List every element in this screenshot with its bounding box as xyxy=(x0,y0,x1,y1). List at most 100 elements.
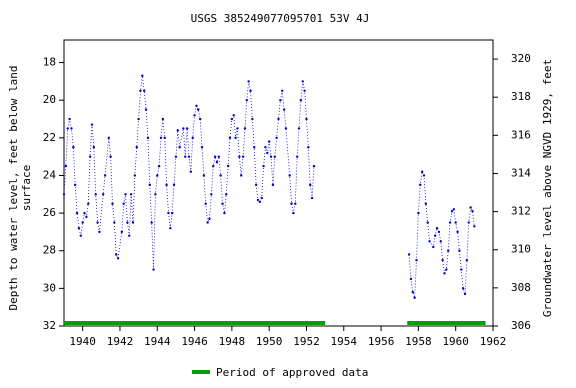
data-point xyxy=(230,117,234,121)
data-point xyxy=(419,183,422,187)
data-point xyxy=(197,108,200,111)
data-point xyxy=(195,104,198,108)
data-point xyxy=(219,174,222,177)
data-point xyxy=(81,221,84,224)
y-tick-label: 32 xyxy=(43,319,56,332)
data-point xyxy=(307,146,310,149)
y2-tick-label: 314 xyxy=(511,166,531,179)
data-point xyxy=(85,215,88,219)
data-point xyxy=(260,196,263,200)
x-tick-label: 1962 xyxy=(480,335,507,348)
data-point xyxy=(309,183,312,187)
data-point xyxy=(185,127,189,130)
y-tick-label: 20 xyxy=(43,93,56,106)
data-point xyxy=(277,117,280,121)
data-point xyxy=(157,164,161,168)
data-point xyxy=(70,127,73,130)
data-point xyxy=(213,155,217,158)
data-point xyxy=(417,211,420,215)
x-tick-label: 1952 xyxy=(293,335,320,348)
data-point xyxy=(204,202,207,205)
data-point xyxy=(144,108,148,111)
data-point xyxy=(90,123,94,126)
data-point xyxy=(303,89,306,93)
data-point xyxy=(143,89,146,93)
data-point xyxy=(96,221,99,224)
data-point xyxy=(128,234,131,237)
data-point xyxy=(163,136,166,140)
data-point xyxy=(439,240,442,243)
data-point xyxy=(226,164,230,168)
data-point xyxy=(212,164,215,168)
data-point xyxy=(198,117,202,121)
data-point xyxy=(426,221,429,224)
data-point xyxy=(178,146,181,149)
data-point xyxy=(461,287,465,290)
data-point xyxy=(167,211,170,215)
data-point xyxy=(172,183,176,187)
data-point xyxy=(292,211,295,215)
data-point xyxy=(148,183,151,187)
data-point xyxy=(305,117,308,121)
data-point xyxy=(187,155,191,158)
y-tick-label: 26 xyxy=(43,206,56,219)
data-point xyxy=(460,268,463,271)
data-point xyxy=(247,80,250,83)
data-point xyxy=(266,151,269,155)
data-point xyxy=(103,174,107,177)
x-tick-label: 1960 xyxy=(442,335,469,348)
data-point xyxy=(210,193,213,196)
data-point xyxy=(206,221,209,224)
data-point xyxy=(239,174,243,177)
data-point xyxy=(409,277,413,281)
data-point xyxy=(445,268,448,271)
data-point xyxy=(135,146,138,149)
data-point xyxy=(68,117,71,121)
data-point xyxy=(217,155,221,158)
data-point xyxy=(424,202,428,205)
data-point xyxy=(174,155,178,158)
data-point xyxy=(463,292,467,296)
data-point xyxy=(225,193,228,196)
data-point xyxy=(152,268,155,271)
data-point xyxy=(176,129,179,132)
y-tick-label: 24 xyxy=(43,168,57,181)
data-point xyxy=(208,217,211,220)
data-point xyxy=(191,136,194,140)
data-point xyxy=(139,89,142,93)
data-point xyxy=(202,174,206,177)
data-point xyxy=(288,174,291,177)
y-tick-label: 30 xyxy=(43,281,56,294)
data-point xyxy=(245,99,248,102)
data-point xyxy=(456,230,459,234)
data-point xyxy=(301,80,304,83)
data-point xyxy=(471,210,474,213)
data-point xyxy=(258,200,262,204)
data-point xyxy=(290,202,293,205)
data-point xyxy=(234,136,237,140)
data-point xyxy=(66,127,69,130)
y2-tick-label: 320 xyxy=(511,52,531,65)
y2-axis-label: Groundwater level above NGVD 1929, feet xyxy=(541,59,554,317)
data-point xyxy=(146,136,150,140)
data-point xyxy=(271,183,275,187)
data-point xyxy=(256,198,260,202)
data-point xyxy=(109,155,112,158)
y2-tick-label: 306 xyxy=(511,319,531,332)
data-point xyxy=(299,99,303,102)
x-tick-label: 1946 xyxy=(181,335,208,348)
y-tick-label: 28 xyxy=(43,244,56,257)
data-point xyxy=(154,193,157,196)
data-point xyxy=(75,211,79,215)
data-point xyxy=(281,89,284,93)
data-point xyxy=(77,226,81,230)
data-point xyxy=(133,174,137,177)
data-point xyxy=(88,155,92,158)
data-point xyxy=(428,240,431,243)
data-point xyxy=(72,146,75,149)
data-point xyxy=(243,127,247,130)
data-point xyxy=(443,272,446,275)
data-point xyxy=(264,146,267,149)
data-point xyxy=(193,114,196,117)
data-point xyxy=(249,89,252,93)
